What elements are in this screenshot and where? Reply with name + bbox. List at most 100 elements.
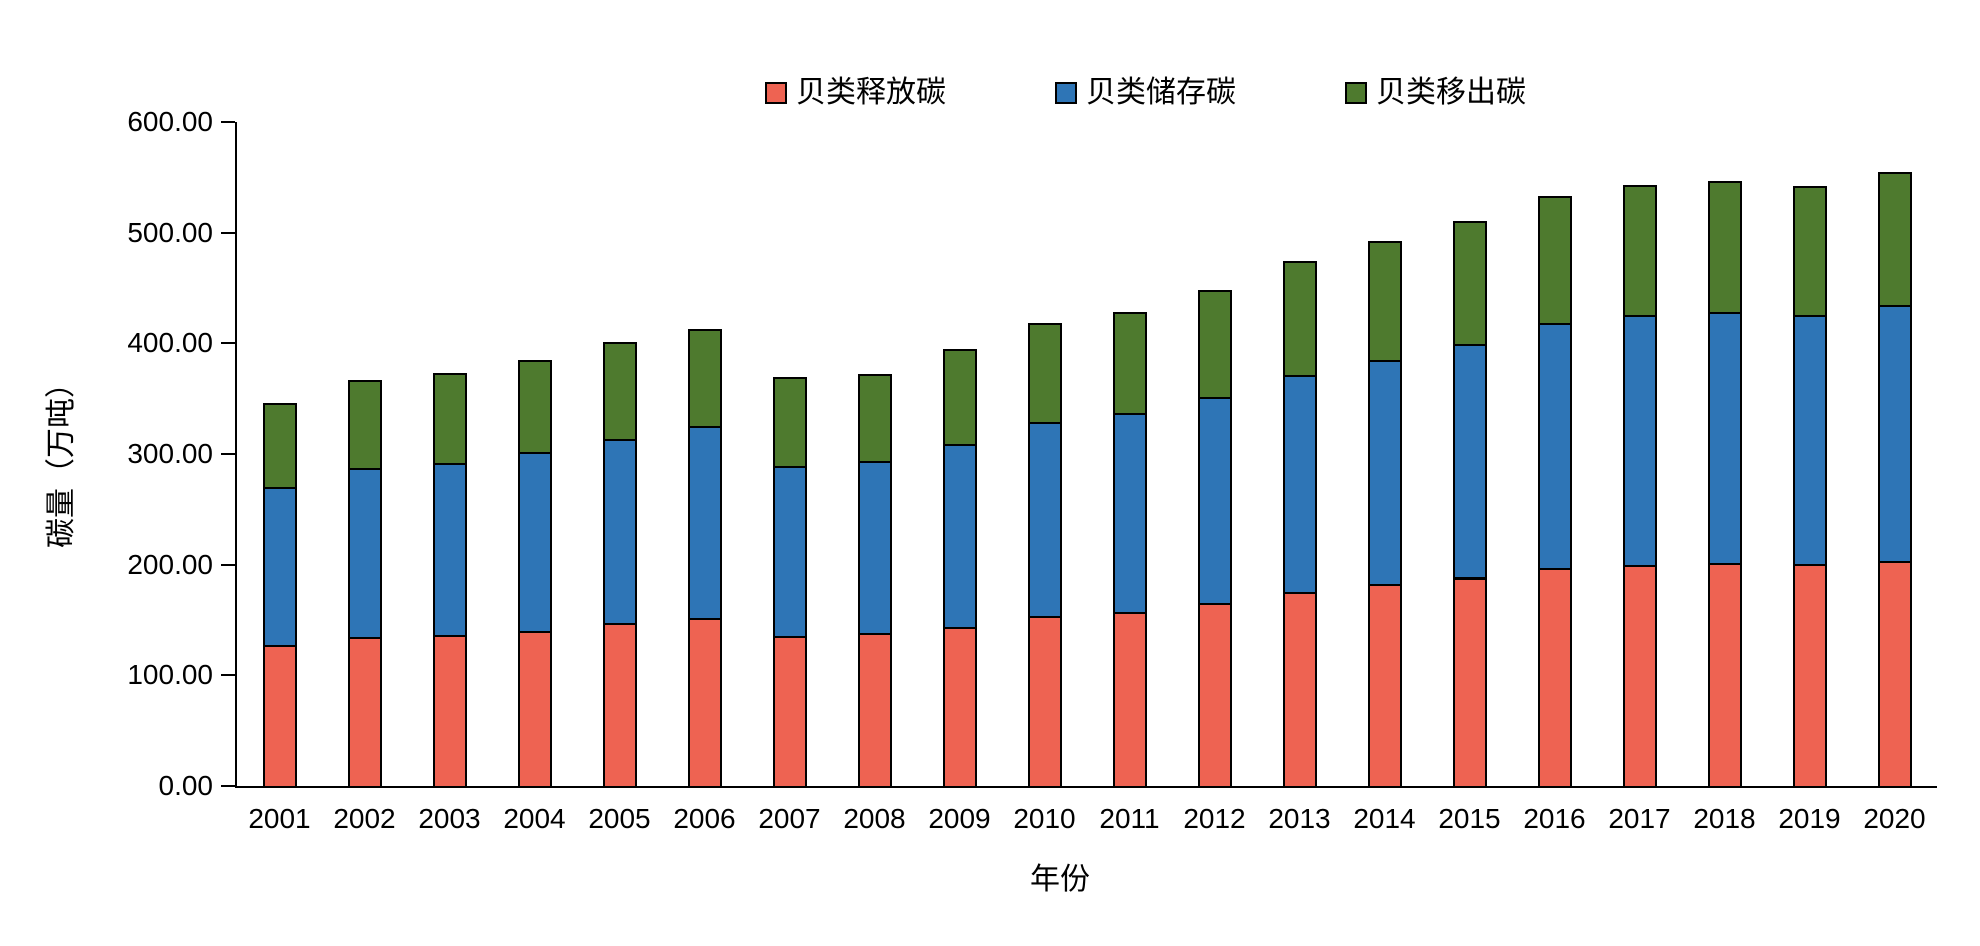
- bar-segment-release: [1027, 616, 1062, 788]
- x-tick-label: 2003: [418, 803, 481, 834]
- bar-segment-removal: [942, 348, 977, 446]
- x-tick-label: 2019: [1778, 803, 1841, 834]
- legend-swatch-icon: [1345, 82, 1367, 104]
- bar-segment-storage: [1367, 359, 1402, 587]
- bar-segment-removal: [602, 342, 637, 442]
- bar-segment-release: [1622, 565, 1657, 788]
- bar-segment-removal: [1197, 289, 1232, 399]
- y-tick-mark: [221, 231, 235, 234]
- y-tick-label: 200.00: [127, 548, 213, 580]
- bar-segment-removal: [1622, 184, 1657, 318]
- x-tick-label: 2016: [1523, 803, 1586, 834]
- bar-segment-release: [1367, 584, 1402, 788]
- bar-segment-release: [772, 635, 807, 788]
- legend-swatch-icon: [1055, 82, 1077, 104]
- y-tick-mark: [221, 342, 235, 345]
- bar-segment-release: [517, 630, 552, 788]
- bar-segment-removal: [857, 373, 892, 463]
- bar-segment-storage: [942, 443, 977, 629]
- bar-segment-release: [1537, 568, 1572, 788]
- bar-segment-release: [1792, 564, 1827, 788]
- y-axis-line: [235, 122, 237, 788]
- bar-segment-release: [262, 645, 297, 788]
- x-tick-label: 2009: [928, 803, 991, 834]
- x-tick-label: 2012: [1183, 803, 1246, 834]
- bar-segment-removal: [347, 379, 382, 470]
- x-axis-title: 年份: [1030, 863, 1090, 896]
- bar-segment-storage: [857, 460, 892, 636]
- bar-segment-storage: [1112, 413, 1147, 615]
- legend-swatch-icon: [765, 82, 787, 104]
- bar-segment-removal: [517, 359, 552, 454]
- bar-segment-storage: [1877, 305, 1912, 563]
- x-tick-label: 2005: [588, 803, 651, 834]
- x-tick-label: 2010: [1013, 803, 1076, 834]
- x-tick-label: 2006: [673, 803, 736, 834]
- bar-segment-storage: [262, 486, 297, 648]
- legend: 贝类释放碳 贝类储存碳 贝类移出碳: [0, 76, 1980, 110]
- legend-label: 贝类储存碳: [1086, 76, 1236, 109]
- x-tick-label: 2011: [1099, 803, 1160, 834]
- bar-segment-removal: [262, 402, 297, 489]
- bar-segment-removal: [432, 372, 467, 465]
- legend-item-3: 贝类移出碳: [1345, 76, 1526, 110]
- x-tick-label: 2007: [758, 803, 821, 834]
- bar-segment-release: [687, 617, 722, 788]
- bar-segment-storage: [1452, 343, 1487, 580]
- bar-segment-storage: [347, 467, 382, 639]
- bar-segment-removal: [1877, 172, 1912, 308]
- bar-segment-release: [432, 635, 467, 788]
- y-tick-label: 300.00: [127, 438, 213, 469]
- y-tick-mark: [221, 121, 235, 123]
- x-tick-label: 2018: [1693, 803, 1756, 834]
- bar-segment-storage: [1027, 421, 1062, 619]
- y-tick-mark: [221, 674, 235, 677]
- x-tick-label: 2017: [1608, 803, 1671, 834]
- bar-segment-storage: [602, 439, 637, 625]
- bar-segment-storage: [1282, 374, 1317, 595]
- legend-item-1: 贝类释放碳: [765, 76, 946, 110]
- bar-segment-release: [1282, 592, 1317, 788]
- bar-segment-release: [1452, 577, 1487, 788]
- bar-segment-removal: [1707, 181, 1742, 314]
- x-tick-label: 2004: [503, 803, 566, 834]
- bar-segment-storage: [432, 462, 467, 638]
- bar-segment-storage: [1792, 315, 1827, 567]
- bar-segment-removal: [1452, 221, 1487, 346]
- bar-segment-removal: [1367, 241, 1402, 362]
- bar-segment-removal: [1792, 186, 1827, 318]
- bar-segment-release: [347, 636, 382, 788]
- bar-segment-removal: [1027, 322, 1062, 424]
- bar-segment-storage: [772, 465, 807, 638]
- y-tick-label: 100.00: [127, 659, 213, 691]
- bar-segment-release: [1197, 603, 1232, 788]
- bar-segment-storage: [1622, 315, 1657, 568]
- legend-item-2: 贝类储存碳: [1055, 76, 1236, 110]
- bar-segment-storage: [687, 426, 722, 620]
- x-tick-label: 2020: [1863, 803, 1926, 834]
- bar-segment-release: [602, 622, 637, 788]
- bar-segment-release: [857, 633, 892, 788]
- bar-segment-storage: [1707, 312, 1742, 565]
- y-axis-title: 碳量（万吨）: [45, 368, 78, 548]
- y-tick-mark: [221, 563, 235, 566]
- y-tick-label: 600.00: [127, 106, 213, 137]
- x-tick-label: 2013: [1268, 803, 1331, 834]
- x-tick-label: 2008: [843, 803, 906, 834]
- bar-segment-storage: [1197, 397, 1232, 606]
- legend-label: 贝类释放碳: [796, 76, 946, 109]
- x-tick-label: 2014: [1353, 803, 1416, 834]
- x-tick-label: 2015: [1438, 803, 1501, 834]
- y-tick-label: 0.00: [158, 770, 214, 801]
- y-tick-mark: [221, 453, 235, 455]
- x-tick-label: 2001: [248, 803, 311, 834]
- bar-segment-removal: [1282, 261, 1317, 377]
- y-tick-mark: [221, 785, 235, 787]
- bar-segment-removal: [687, 328, 722, 429]
- bar-segment-removal: [1537, 196, 1572, 325]
- bar-segment-release: [1707, 562, 1742, 788]
- bar-segment-storage: [1537, 322, 1572, 571]
- bar-segment-removal: [772, 376, 807, 468]
- y-tick-label: 400.00: [127, 327, 213, 359]
- bar-segment-release: [942, 626, 977, 788]
